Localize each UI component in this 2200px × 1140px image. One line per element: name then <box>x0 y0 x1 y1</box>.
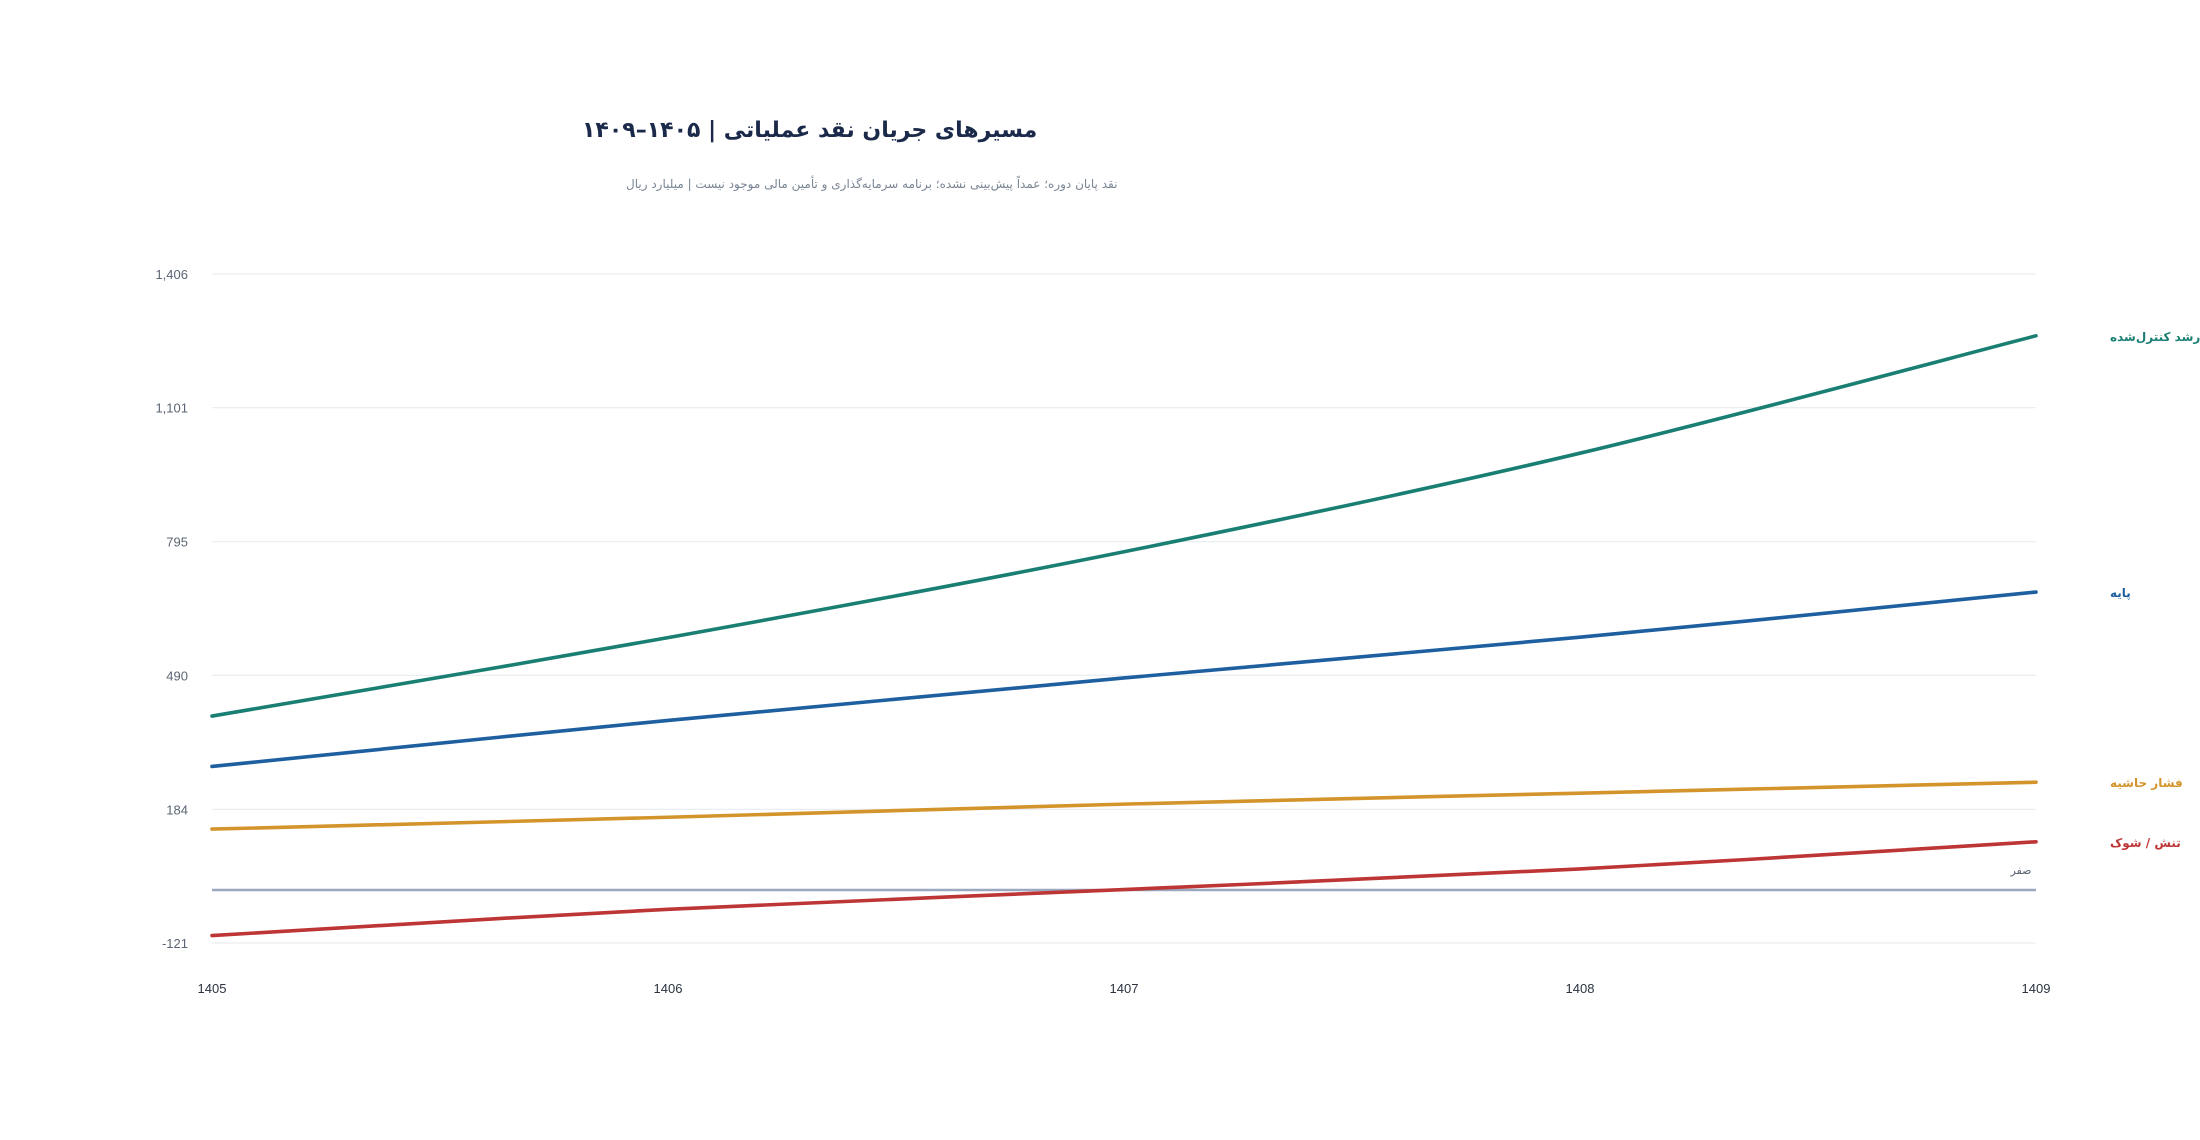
x-tick-label: 1406 <box>654 981 683 996</box>
x-tick-label: 1409 <box>2022 981 2051 996</box>
x-tick-label: 1408 <box>1566 981 1595 996</box>
zero-line-label: صفر <box>2010 864 2032 877</box>
x-axis: 1405 1406 1407 1408 1409 <box>198 981 2051 996</box>
zero-line-group: صفر <box>212 864 2036 892</box>
series-label: پایه <box>2110 586 2131 600</box>
series-labels: رشد کنترل‌شده پایه فشار حاشیه تنش / شوک <box>2110 330 2200 851</box>
y-tick-label: 1,406 <box>155 267 188 282</box>
series-line <box>210 839 2038 938</box>
y-axis: -121 184 490 795 1,101 1,406 <box>155 267 188 951</box>
series-line <box>210 333 2038 718</box>
y-tick-label: 490 <box>166 668 188 683</box>
series-line <box>210 590 2038 769</box>
x-tick-label: 1405 <box>198 981 227 996</box>
y-tick-label: 795 <box>166 535 188 550</box>
series-line <box>210 780 2038 831</box>
y-tick-label: 184 <box>166 802 188 817</box>
series-label: فشار حاشیه <box>2110 776 2183 790</box>
series-label: رشد کنترل‌شده <box>2110 330 2200 344</box>
grid-lines <box>212 273 2036 944</box>
y-tick-label: 1,101 <box>155 401 188 416</box>
x-tick-label: 1407 <box>1110 981 1139 996</box>
chart-subtitle: نقد پایان دوره؛ عمداً پیش‌بینی نشده؛ برن… <box>626 175 1117 192</box>
chart-title: مسیرهای جریان نقد عملیاتی | ۱۴۰۵–۱۴۰۹ <box>582 118 1037 143</box>
series-label: تنش / شوک <box>2110 836 2181 851</box>
series-lines <box>210 333 2038 938</box>
y-tick-label: -121 <box>162 936 188 951</box>
